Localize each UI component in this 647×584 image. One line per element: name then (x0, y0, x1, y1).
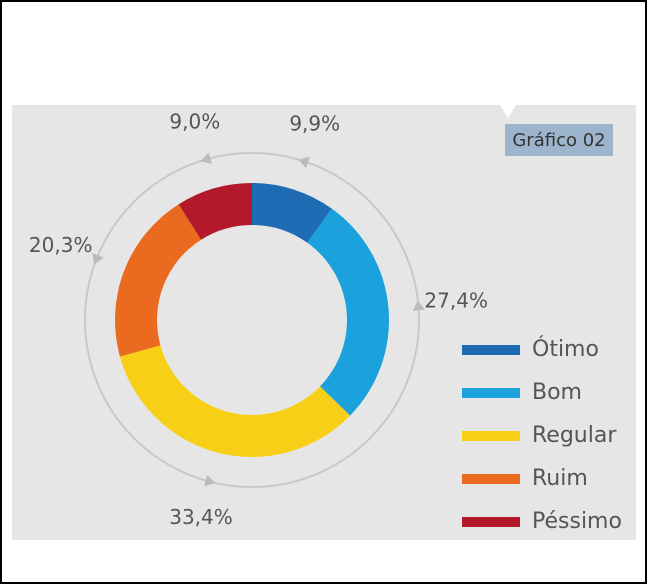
ring-arrow (204, 474, 216, 487)
legend-swatch (462, 345, 520, 355)
ring-arrow (200, 152, 212, 164)
title-box (505, 124, 613, 156)
value-label: 9,9% (289, 111, 340, 135)
notch (500, 105, 516, 118)
legend-label: Ótimo (532, 336, 599, 362)
ring-arrow (412, 300, 425, 311)
value-label: 9,0% (169, 110, 220, 134)
value-label: 27,4% (424, 288, 488, 312)
donut-slice (178, 183, 252, 240)
legend-label: Péssimo (532, 509, 622, 534)
legend-swatch (462, 431, 520, 441)
legend-swatch (462, 388, 520, 398)
legend-swatch (462, 474, 520, 484)
donut-slice (119, 345, 351, 458)
value-label: 33,4% (169, 505, 233, 529)
legend-label: Regular (532, 423, 617, 448)
donut-slice (307, 208, 389, 416)
chart-title: Gráfico 02 (512, 130, 605, 151)
outer-ring (84, 152, 420, 488)
ring-arrow (298, 156, 310, 169)
legend-label: Ruim (532, 466, 588, 491)
value-label: 20,3% (29, 233, 93, 257)
donut-slice (252, 183, 332, 243)
legend-label: Bom (532, 380, 582, 405)
legend-swatch (462, 517, 520, 527)
donut-slice (114, 204, 202, 357)
ring-arrow (92, 253, 104, 265)
